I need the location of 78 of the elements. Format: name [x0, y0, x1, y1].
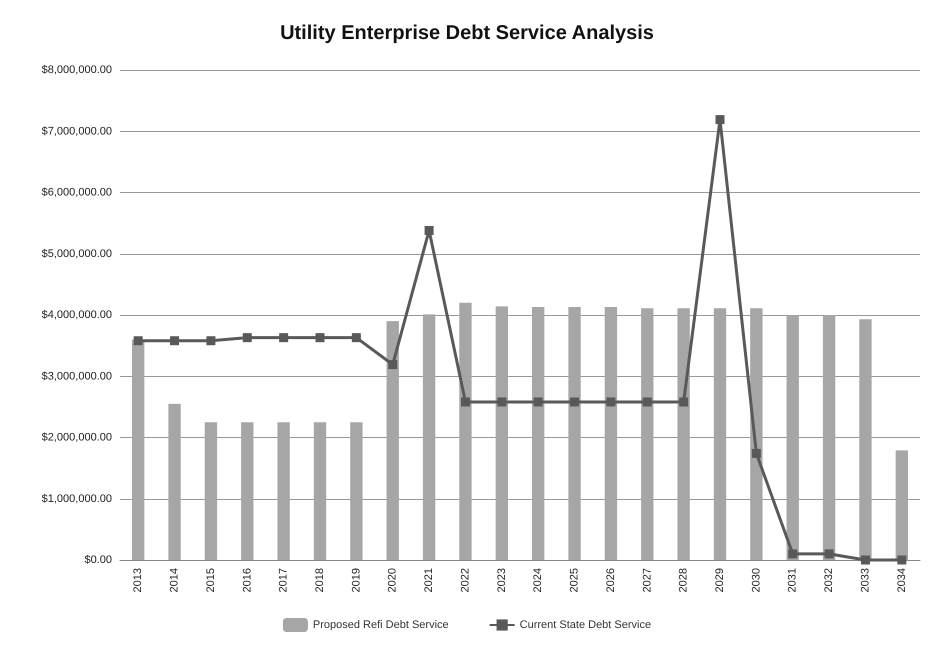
point [242, 333, 252, 342]
x-tick-label: 2020 [386, 568, 399, 592]
bar [168, 404, 181, 560]
bar [677, 308, 690, 560]
x-tick-label: 2027 [641, 568, 654, 592]
bar [750, 308, 763, 560]
x-tick-label: 2029 [714, 568, 726, 592]
legend-label: Proposed Refi Debt Service [312, 619, 449, 631]
point [679, 397, 688, 406]
y-tick-label: $4,000,000.00 [42, 309, 112, 321]
point [206, 336, 216, 346]
bar [532, 307, 544, 560]
x-tick-label: 2016 [241, 568, 254, 592]
y-tick-label: $2,000,000.00 [42, 432, 112, 444]
chart-title: Utility Enterprise Debt Service Analysis [280, 22, 654, 44]
x-tick-label: 2013 [132, 568, 144, 592]
y-tick-label: $7,000,000.00 [42, 125, 112, 138]
x-tick-label: 2032 [823, 568, 836, 592]
x-tick-label: 2015 [204, 568, 217, 592]
point [788, 549, 798, 558]
bar [204, 422, 218, 560]
bar [896, 450, 908, 560]
x-tick-label: 2028 [678, 568, 690, 592]
bar [241, 422, 254, 560]
point [424, 226, 434, 235]
x-tick-label: 2034 [896, 568, 908, 592]
y-tick-label: $6,000,000.00 [42, 186, 112, 198]
x-tick-label: 2018 [314, 568, 326, 592]
bar [277, 422, 290, 560]
bar [496, 306, 508, 560]
x-tick-label: 2017 [278, 568, 290, 592]
x-tick-label: 2026 [604, 568, 617, 592]
bar [641, 308, 654, 560]
x-tick-label: 2014 [168, 568, 181, 592]
point [497, 397, 506, 406]
y-tick-label: $0.00 [84, 554, 112, 566]
point [570, 397, 580, 406]
point [388, 360, 398, 370]
x-tick-label: 2033 [859, 568, 872, 592]
bar [714, 308, 726, 560]
y-tick-label: $8,000,000.00 [42, 64, 112, 76]
y-tick-label: $1,000,000.00 [42, 492, 112, 505]
y-tick-label: $3,000,000.00 [42, 370, 112, 382]
point [316, 333, 324, 342]
point [279, 333, 288, 342]
x-tick-label: 2019 [350, 568, 362, 592]
x-tick-label: 2024 [532, 568, 544, 592]
bar [132, 340, 144, 560]
point [642, 397, 652, 406]
y-tick-label: $5,000,000.00 [42, 248, 112, 260]
point [534, 397, 543, 406]
x-tick-label: 2031 [786, 568, 799, 592]
point [170, 336, 180, 346]
bar [822, 315, 836, 560]
point [716, 115, 724, 124]
bar [459, 302, 472, 560]
bar [786, 315, 799, 560]
x-tick-label: 2021 [423, 568, 436, 592]
bar [386, 321, 399, 560]
bar [859, 319, 872, 560]
x-tick-label: 2030 [750, 568, 762, 592]
legend-label: Current State Debt Service [520, 619, 652, 631]
x-tick-label: 2023 [496, 568, 508, 592]
point [606, 397, 616, 406]
bar [350, 422, 363, 560]
x-tick-label: 2025 [568, 568, 581, 592]
x-tick-label: 2022 [459, 568, 472, 592]
point [134, 336, 143, 346]
point [897, 556, 906, 564]
point [824, 549, 834, 558]
point [352, 333, 361, 342]
bar [314, 422, 326, 560]
bar [568, 307, 581, 560]
bar [422, 314, 436, 560]
point [460, 397, 470, 406]
point [860, 556, 870, 564]
point [752, 448, 761, 458]
bar [604, 307, 618, 560]
